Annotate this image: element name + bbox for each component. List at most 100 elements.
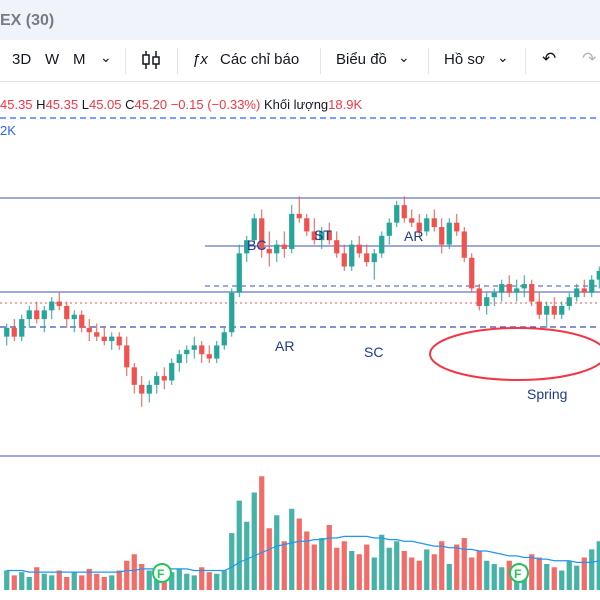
volume-bar [409,557,415,590]
candle [439,218,445,254]
candle-body [409,218,415,223]
volume-bar [431,554,437,590]
candle-body [431,218,437,228]
legend-change: −0.15 (−0.33%) [170,97,261,112]
event-marker-label: F [157,567,164,581]
candle-body [424,218,430,232]
annotation-bc: BC [247,237,266,253]
volume-bar [34,567,40,590]
candle [334,231,340,258]
volume-bar [491,564,497,590]
indicators-button[interactable]: Các chỉ báo [220,51,300,68]
candle-body [109,336,115,342]
volume-bar [19,572,25,590]
candle-body [154,376,160,385]
event-marker-label: F [514,567,521,581]
annotation-sc: SC [364,344,383,360]
candle-body [244,240,250,254]
interval-3d-button[interactable]: 3D [12,51,32,68]
volume-bar [319,538,325,590]
toolbar-divider [525,48,526,74]
candle-body [326,231,332,241]
candle [86,319,92,342]
candle [161,367,167,390]
candle-body [386,222,392,236]
candle-body [529,284,535,302]
indicators-icon[interactable]: ƒx [192,51,208,68]
candle-body [71,314,77,320]
candle-body [349,244,355,267]
redo-icon[interactable]: ↷ [582,49,597,68]
candle [304,213,310,236]
candle-body [169,362,175,381]
annotation-ar-bottom: AR [275,338,294,354]
interval-w-button[interactable]: W [45,51,60,68]
legend-high-prefix: H [36,97,46,112]
volume-bar [596,541,600,590]
candle-body [596,270,600,280]
candle-body [139,384,145,394]
undo-icon[interactable]: ↶ [542,49,557,68]
candle [506,275,512,298]
candle-body [19,319,25,337]
candle [244,235,250,263]
candle [229,288,235,337]
candle [11,319,17,342]
candle-body [161,376,167,381]
volume-axis-label: 2K [0,123,16,138]
interval-m-button[interactable]: M [73,51,86,68]
candle-body [514,288,520,293]
annotation-ar-top: AR [404,228,423,244]
candle [326,222,332,245]
candle [296,196,302,223]
candle [544,301,550,328]
candle-body [4,327,10,337]
candle [26,305,32,328]
candle [371,248,377,280]
volume-bar [11,575,17,590]
legend-close: 45.20 [134,97,168,112]
candle [386,218,392,245]
candle [184,345,190,363]
candle [311,218,317,245]
candle-body [221,332,227,346]
candle [529,279,535,306]
candle-body [251,218,257,241]
volume-bar [274,515,280,590]
volume-bar [349,551,355,590]
candle-body [506,284,512,293]
legend-low-prefix: L [81,97,89,112]
candle [71,310,77,333]
ohlc-legend: 45.35 H45.35 L45.05 C45.20 −0.15 (−0.33%… [0,97,362,112]
candle [274,240,280,263]
chevron-down-icon[interactable]: ⌄ [497,49,509,65]
legend-low: 45.05 [88,97,122,112]
candle [49,297,55,320]
candle-body [484,297,490,306]
candle [596,266,600,289]
volume-bar [566,560,572,590]
candle [251,213,257,245]
volume-bar [529,554,535,590]
candlestick-icon[interactable] [140,49,162,75]
chart-type-button[interactable]: Biểu đồ [336,51,387,68]
candle-body [199,345,205,355]
candle [484,292,490,315]
candle-body [589,279,595,293]
volume-bar [94,573,100,590]
chevron-down-icon[interactable]: ⌄ [100,49,112,65]
volume-bar [551,567,557,590]
volume-bar [101,577,107,590]
chevron-down-icon[interactable]: ⌄ [398,49,410,65]
volume-bar [484,560,490,590]
volume-bar [139,564,145,590]
spring-ellipse [429,327,600,381]
volume-bar [439,541,445,590]
profile-button[interactable]: Hồ sơ [444,51,485,68]
volume-bar [386,547,392,590]
candle-body [574,288,580,298]
volume-bar [589,549,595,590]
candle [109,332,115,350]
volume-bar [536,557,542,590]
